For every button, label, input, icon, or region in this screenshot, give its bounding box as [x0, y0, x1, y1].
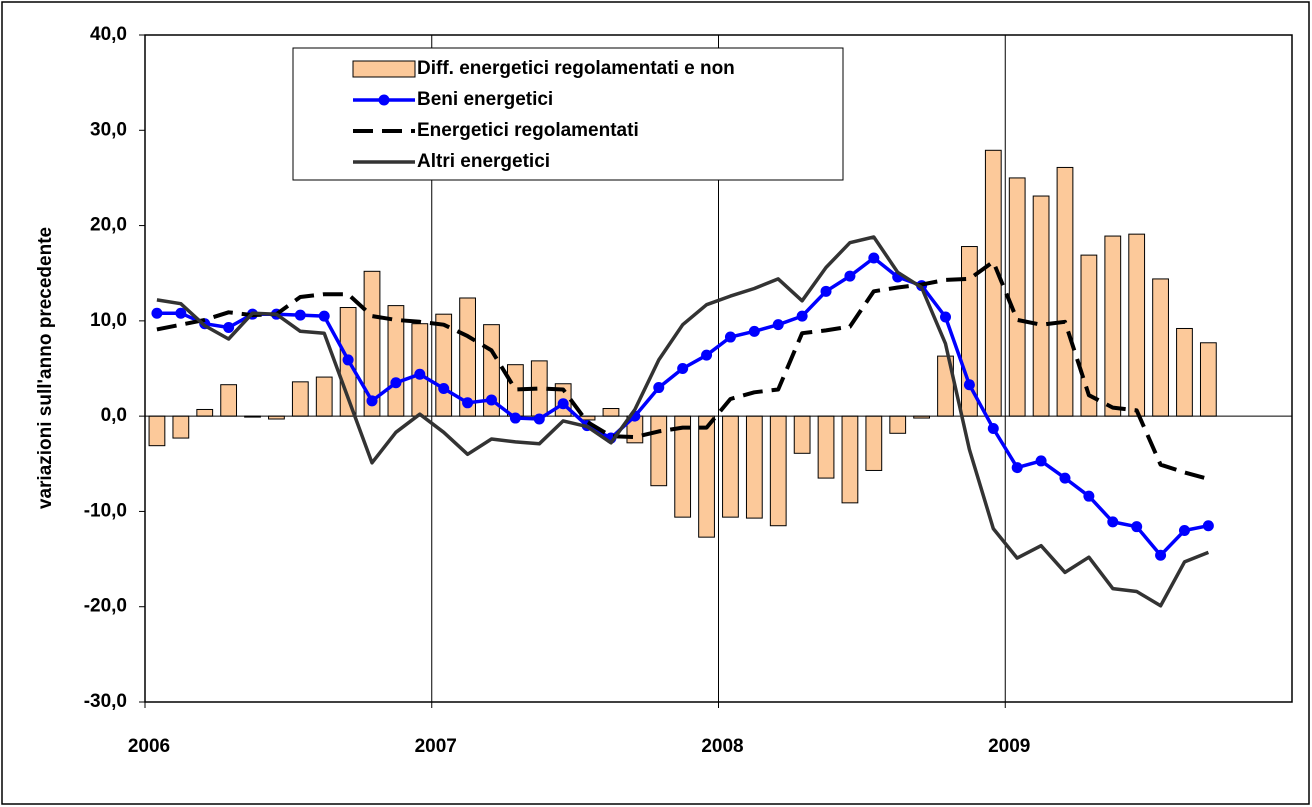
y-tick-label: -20,0: [84, 596, 127, 617]
line: [156, 235, 1210, 608]
marker: [390, 377, 402, 389]
marker: [987, 423, 999, 435]
marker: [1107, 516, 1119, 528]
x-tick-label: 2006: [128, 736, 170, 757]
marker: [1059, 472, 1071, 484]
marker: [653, 382, 665, 394]
marker: [796, 310, 808, 322]
bar: [1032, 195, 1050, 417]
bar: [1152, 278, 1169, 417]
bar: [196, 408, 214, 417]
marker: [1083, 490, 1095, 502]
y-tick-label: 40,0: [90, 24, 127, 45]
x-tick-label: 2008: [701, 736, 743, 757]
marker: [151, 307, 163, 319]
legend-marker: [378, 94, 390, 106]
x-tick-label: 2007: [415, 736, 457, 757]
marker: [868, 252, 880, 264]
marker: [748, 325, 760, 337]
legend-label: Beni energetici: [417, 89, 553, 110]
bar: [698, 415, 715, 538]
marker: [724, 331, 736, 343]
marker: [1178, 524, 1190, 536]
marker: [438, 383, 450, 395]
bar: [865, 415, 883, 471]
marker: [677, 363, 689, 374]
y-axis-label: variazioni sull'anno precedente: [35, 227, 56, 509]
bar: [220, 384, 238, 417]
y-tick-label: -30,0: [84, 691, 127, 712]
y-tick-label: 10,0: [90, 310, 127, 331]
bar: [889, 415, 907, 434]
bar: [650, 415, 668, 487]
legend-label: Energetici regolamentati: [417, 120, 639, 141]
bar: [435, 313, 453, 417]
marker: [1035, 455, 1047, 467]
marker: [342, 354, 354, 366]
bar: [315, 376, 333, 417]
bar: [769, 415, 787, 527]
y-tick-label: 20,0: [90, 215, 127, 236]
bar: [291, 381, 309, 417]
bar: [1104, 235, 1122, 417]
marker: [485, 394, 497, 406]
marker: [940, 311, 952, 323]
bar: [172, 415, 190, 439]
marker: [963, 379, 975, 391]
bar: [984, 149, 1002, 417]
bar: [148, 415, 166, 447]
marker: [1131, 521, 1143, 533]
bar: [1176, 327, 1193, 417]
marker: [1011, 462, 1023, 474]
marker: [294, 309, 306, 321]
bar: [1199, 342, 1217, 417]
bar: [1008, 177, 1026, 417]
marker: [1155, 549, 1167, 561]
marker: [820, 285, 832, 297]
legend-label: Diff. energetici regolamentati e non: [417, 58, 735, 79]
bar: [961, 246, 978, 417]
marker: [557, 398, 569, 410]
marker: [533, 413, 545, 425]
marker: [844, 270, 856, 282]
x-tick-label: 2009: [988, 736, 1030, 757]
bar: [722, 415, 739, 518]
legend-swatch: [352, 60, 416, 78]
bar: [841, 415, 859, 504]
marker: [772, 319, 784, 331]
bar: [793, 415, 811, 454]
y-tick-label: 0,0: [101, 405, 127, 426]
marker: [366, 395, 378, 407]
marker: [318, 310, 330, 322]
legend-label: Altri energetici: [417, 151, 550, 172]
marker: [462, 397, 474, 409]
line: [156, 259, 1209, 481]
bar: [817, 415, 835, 479]
bar: [602, 408, 620, 417]
marker: [701, 349, 713, 361]
y-tick-label: -10,0: [84, 500, 127, 521]
bar: [745, 415, 763, 519]
marker: [1202, 520, 1214, 532]
marker: [509, 412, 521, 424]
bar: [674, 415, 692, 518]
marker: [223, 322, 235, 334]
marker: [175, 307, 187, 319]
plot-border: [144, 34, 1293, 703]
bar: [1128, 233, 1146, 417]
y-tick-label: 30,0: [90, 119, 127, 140]
marker: [414, 368, 426, 380]
bar: [1056, 166, 1074, 417]
